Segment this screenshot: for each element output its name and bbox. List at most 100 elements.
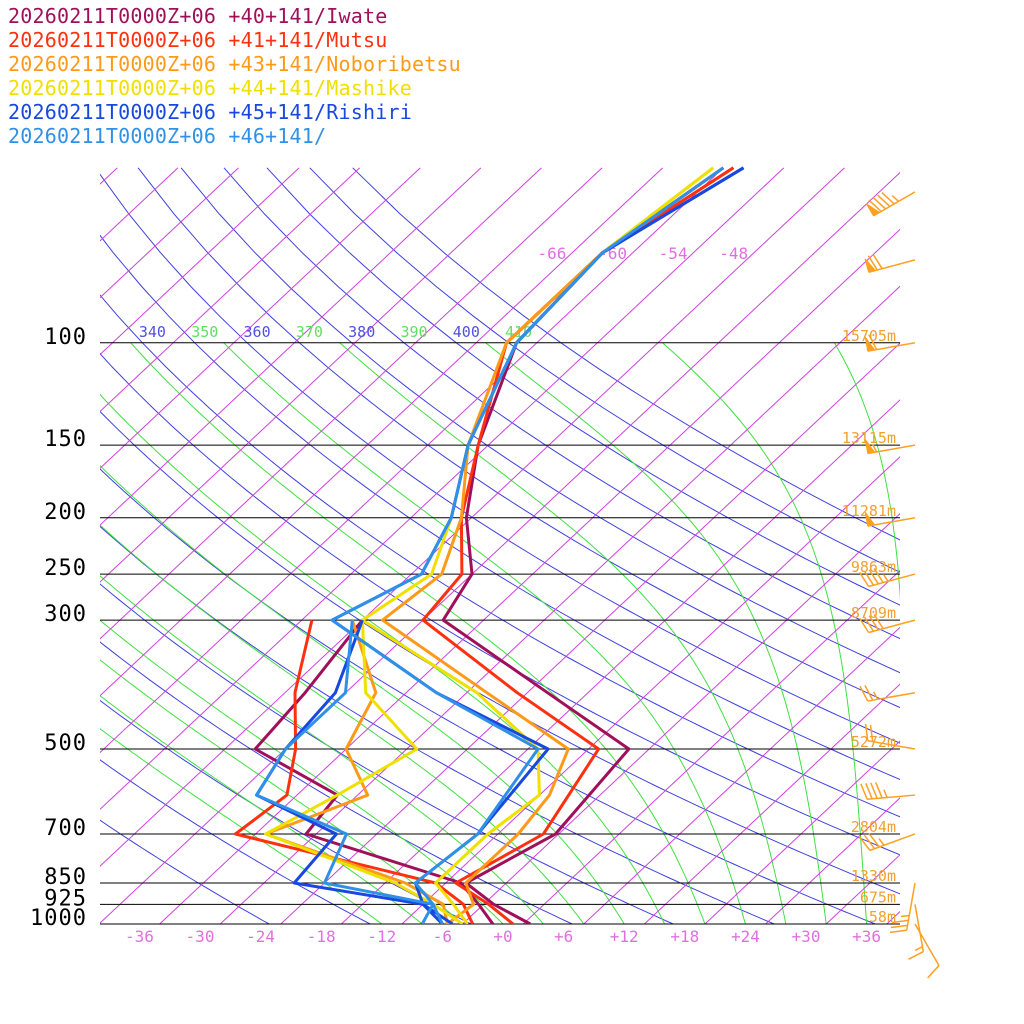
isotherm-line <box>100 167 361 413</box>
wind-barb-full <box>891 919 909 924</box>
isotherm-line <box>100 167 421 469</box>
wind-barb-staff <box>868 259 916 274</box>
dry-adiabat-line <box>100 699 472 924</box>
wind-barb-full <box>869 724 874 742</box>
wind-barb-full <box>863 834 876 850</box>
wind-barb-full <box>877 194 891 207</box>
wind-barb-flag <box>865 203 880 217</box>
wind-barb-full <box>873 568 884 584</box>
isotherm-line <box>583 626 900 924</box>
dry-adiabat-line <box>180 167 900 674</box>
wind-barb-staff <box>867 739 916 750</box>
dry-adiabat-line <box>100 234 900 781</box>
wind-barb-half <box>891 195 900 202</box>
isotherm-label: -54 <box>659 244 688 263</box>
isotherm-line <box>522 569 900 924</box>
wind-barb-staff <box>867 342 916 352</box>
wind-barb <box>864 334 916 352</box>
wind-barb-full <box>890 924 908 929</box>
wind-barb-full <box>872 196 887 210</box>
theta-label: 370 <box>296 323 323 341</box>
wind-barb-staff <box>867 794 916 800</box>
dry-adiabat-line <box>309 167 900 573</box>
wind-barb-full <box>865 783 873 800</box>
dry-adiabat-line <box>100 352 900 856</box>
legend-entry: 20260211T0000Z+06 +44+141/Mashike <box>8 76 412 100</box>
isotherm-line <box>462 512 900 924</box>
dry-adiabat-line <box>100 173 900 744</box>
height-label: 58m <box>869 908 896 926</box>
isotherm-line <box>765 797 900 924</box>
wind-barb-staff <box>867 691 916 702</box>
temperature-tick-label: -30 <box>186 927 215 946</box>
isotherm-line <box>100 167 724 754</box>
isotherm-line <box>100 167 300 356</box>
height-label: 8709m <box>851 604 896 622</box>
dry-adiabat-line <box>100 759 371 924</box>
pressure-label: 200 <box>44 500 87 525</box>
height-label: 9863m <box>851 558 896 576</box>
wind-barb-flag <box>864 337 876 352</box>
wind-barb-full <box>863 616 875 632</box>
isotherm-line <box>280 342 900 924</box>
height-label: 2804m <box>851 818 896 836</box>
wind-barb-full <box>859 685 869 702</box>
wind-barb-staff <box>867 517 916 527</box>
dry-adiabat-line <box>100 468 876 924</box>
moist-adiabat-line <box>100 393 666 924</box>
isotherm-line <box>159 228 900 924</box>
legend-entry: 20260211T0000Z+06 +45+141/Rishiri <box>8 100 412 124</box>
wind-barb-staff <box>867 444 916 455</box>
temperature-tick-label: +30 <box>792 927 821 946</box>
wind-barb <box>859 614 916 634</box>
pressure-label: 250 <box>44 556 87 581</box>
dry-adiabat-line <box>100 641 573 924</box>
dry-adiabat-line <box>100 819 270 924</box>
wind-barb-full <box>889 929 907 934</box>
dewpoint-profile-line <box>233 619 475 924</box>
wind-barb-flag <box>864 512 876 527</box>
wind-barb-full <box>872 254 883 270</box>
wind-barb-staff <box>905 882 916 931</box>
isotherm-label: -60 <box>598 244 627 263</box>
wind-barb <box>864 723 916 750</box>
isotherm-line <box>100 167 482 526</box>
pressure-label: 300 <box>44 602 87 627</box>
temperature-tick-label: -36 <box>125 927 154 946</box>
wind-barb-full <box>864 684 874 701</box>
wind-barb-full <box>868 615 879 631</box>
pressure-label: 850 <box>44 865 87 890</box>
isotherm-line <box>886 910 900 924</box>
wind-barb <box>859 833 916 852</box>
pressure-label: 500 <box>44 731 87 756</box>
temperature-tick-label: +36 <box>852 927 881 946</box>
wind-barb-full <box>860 783 868 800</box>
theta-label: 390 <box>400 323 427 341</box>
isotherm-line <box>100 167 239 299</box>
wind-barb-half <box>882 573 889 582</box>
wind-barb-full <box>881 191 895 205</box>
isotherm-line <box>100 167 664 697</box>
height-label: 11281m <box>842 502 896 520</box>
wind-barb <box>864 439 916 455</box>
isotherm-line <box>1008 168 1024 924</box>
dry-adiabat-line <box>100 410 900 895</box>
wind-barb-staff <box>868 619 916 634</box>
isotherm-line <box>100 167 179 242</box>
wind-barb-full <box>927 965 940 979</box>
legend-entry: 20260211T0000Z+06 +40+141/Iwate <box>8 4 388 28</box>
isotherm-line <box>0 168 57 924</box>
wind-barb-half <box>872 444 878 453</box>
wind-barb-full <box>868 569 879 585</box>
dry-adiabat-line <box>100 525 775 924</box>
isotherm-line <box>825 854 900 924</box>
temperature-tick-label: -18 <box>307 927 336 946</box>
wind-barb-half <box>883 789 888 798</box>
wind-barb-full <box>870 782 878 799</box>
isotherm-line <box>100 171 900 924</box>
temperature-tick-label: +0 <box>493 927 512 946</box>
pressure-label: 1000 <box>30 906 87 931</box>
temperature-tick-label: +6 <box>554 927 573 946</box>
temperature-tick-label: -12 <box>367 927 396 946</box>
theta-label: 340 <box>139 323 166 341</box>
